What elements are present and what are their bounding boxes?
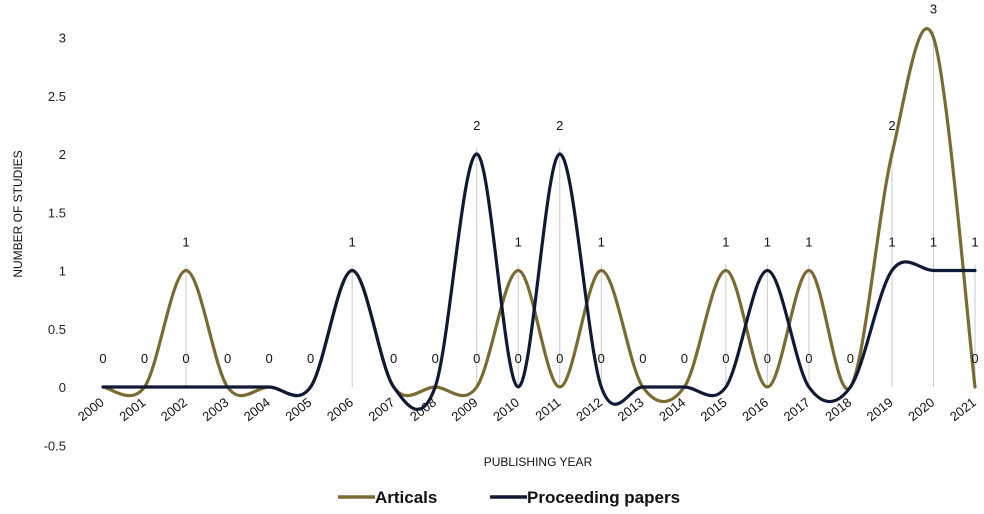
- x-tick-label: 2005: [282, 395, 314, 425]
- y-tick-label: 3: [59, 31, 66, 46]
- x-tick-label: 2002: [158, 395, 190, 425]
- data-label: 2: [473, 118, 480, 133]
- data-label: 1: [722, 235, 729, 250]
- x-tick-label: 2000: [75, 395, 107, 425]
- data-label: 0: [307, 351, 314, 366]
- data-label: 1: [805, 235, 812, 250]
- data-label: 0: [971, 351, 978, 366]
- data-label: 0: [722, 351, 729, 366]
- x-tick-label: 2017: [781, 395, 813, 425]
- legend: Articals Proceeding papers: [338, 488, 680, 507]
- y-tick-label: -0.5: [44, 438, 66, 453]
- y-tick-label: 0.5: [48, 322, 66, 337]
- data-label: 1: [930, 235, 937, 250]
- x-tick-label: 2009: [449, 395, 481, 425]
- x-tick-label: 2019: [864, 395, 896, 425]
- data-label: 0: [390, 351, 397, 366]
- x-tick-label: 2012: [573, 395, 605, 425]
- series-lines: [101, 27, 977, 411]
- x-tick-label: 2001: [116, 395, 148, 425]
- series-line-0: [101, 27, 977, 404]
- data-label: 0: [265, 351, 272, 366]
- data-label: 1: [888, 235, 895, 250]
- data-label: 0: [805, 351, 812, 366]
- data-label: 2: [888, 118, 895, 133]
- data-label: 0: [681, 351, 688, 366]
- data-label: 0: [764, 351, 771, 366]
- data-label: 0: [224, 351, 231, 366]
- series-line-1: [101, 152, 977, 411]
- data-label: 0: [847, 351, 854, 366]
- data-label: 0: [473, 351, 480, 366]
- x-tick-label: 2006: [324, 395, 356, 425]
- legend-label-proceeding-papers: Proceeding papers: [527, 488, 680, 507]
- data-label: 0: [432, 351, 439, 366]
- x-tick-label: 2021: [947, 395, 979, 425]
- data-label: 0: [99, 351, 106, 366]
- y-tick-label: 1: [59, 264, 66, 279]
- data-label: 0: [639, 351, 646, 366]
- x-axis-title: PUBLISHING YEAR: [484, 455, 593, 469]
- data-label: 0: [515, 351, 522, 366]
- data-label: 1: [971, 235, 978, 250]
- data-label: 1: [349, 235, 356, 250]
- data-label: 3: [930, 2, 937, 17]
- data-label: 0: [556, 351, 563, 366]
- data-label: 0: [182, 351, 189, 366]
- y-tick-label: 2.5: [48, 89, 66, 104]
- y-axis-ticks: -0.5 0 0.5 1 1.5 2 2.5 3: [44, 31, 66, 454]
- data-labels: 0 0 1 0 0 0 0 1 0 0 2 0 1 0 2 0 1 0 0 0 1 0 1 0 1 0 0 2 1 3 1 1 0: [99, 2, 978, 367]
- data-label: 0: [598, 351, 605, 366]
- y-tick-label: 1.5: [48, 205, 66, 220]
- data-label: 1: [764, 235, 771, 250]
- drop-lines: [185, 31, 976, 387]
- y-tick-label: 0: [59, 380, 66, 395]
- x-tick-label: 2015: [698, 395, 730, 425]
- data-label: 2: [556, 118, 563, 133]
- x-tick-label: 2007: [365, 395, 397, 425]
- x-tick-label: 2010: [490, 395, 522, 425]
- data-label: 1: [182, 235, 189, 250]
- x-tick-label: 2003: [199, 395, 231, 425]
- x-tick-label: 2016: [739, 395, 771, 425]
- x-tick-label: 2020: [905, 395, 937, 425]
- data-label: 1: [515, 235, 522, 250]
- y-tick-label: 2: [59, 147, 66, 162]
- x-axis-ticks: 2000 2001 2002 2003 2004 2005 2006 2007 2008 2009…: [75, 395, 979, 425]
- x-tick-label: 2004: [241, 395, 273, 425]
- y-axis-title: NUMBER OF STUDIES: [11, 150, 25, 277]
- data-label: 1: [598, 235, 605, 250]
- x-tick-label: 2011: [532, 395, 563, 424]
- data-label: 0: [141, 351, 148, 366]
- x-tick-label: 2013: [615, 395, 647, 425]
- legend-label-articals: Articals: [375, 488, 437, 507]
